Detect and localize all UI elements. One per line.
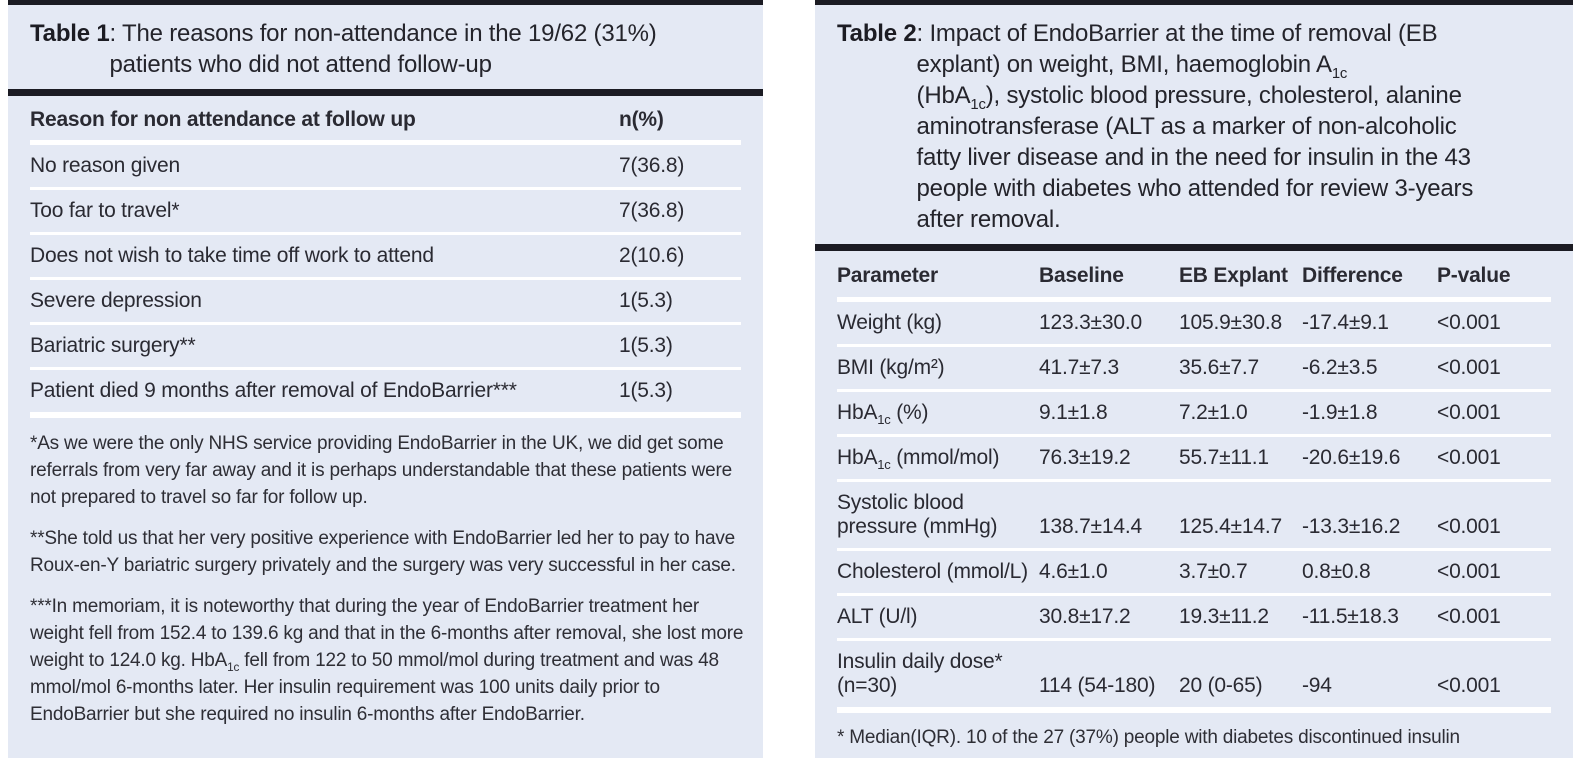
footnote-asterisk-2: **She told us that her very positive exp… (30, 528, 736, 576)
column-header-n-pct: n(%) (619, 96, 741, 145)
value-cell: 1(5.3) (619, 278, 741, 325)
footnote-asterisk-1: *As we were the only NHS service providi… (30, 433, 733, 508)
baseline-cell: 123.3±30.0 (1039, 299, 1179, 347)
table1-title: Table 1: The reasons for non-attendance … (8, 5, 763, 89)
baseline-cell: 41.7±7.3 (1039, 345, 1179, 392)
eb-explant-cell: 7.2±1.0 (1179, 390, 1302, 437)
table-header-row: Parameter Baseline EB Explant Difference… (837, 251, 1551, 302)
baseline-cell: 4.6±1.0 (1039, 549, 1179, 596)
p-value-cell: <0.001 (1437, 299, 1551, 347)
eb-explant-cell: 125.4±14.7 (1179, 480, 1302, 551)
p-value-cell: <0.001 (1437, 345, 1551, 392)
table2-caption: : Impact of EndoBarrier at the time of r… (916, 20, 1474, 233)
difference-cell: -13.3±16.2 (1302, 480, 1437, 551)
difference-cell: -11.5±18.3 (1302, 594, 1437, 641)
difference-cell: -94 (1302, 639, 1437, 713)
column-header-p-value: P-value (1437, 251, 1551, 302)
baseline-cell: 138.7±14.4 (1039, 480, 1179, 551)
table2-footnote: * Median(IQR). 10 of the 27 (37%) people… (837, 727, 1460, 748)
column-header-eb-explant: EB Explant (1179, 251, 1302, 302)
table-row: Does not wish to take time off work to a… (30, 233, 741, 280)
value-cell: 1(5.3) (619, 368, 741, 418)
table2-panel: Table 2: Impact of EndoBarrier at the ti… (815, 0, 1573, 758)
table1-wrap: Reason for non attendance at follow up n… (8, 96, 763, 418)
p-value-cell: <0.001 (1437, 594, 1551, 641)
value-cell: 7(36.8) (619, 188, 741, 235)
eb-explant-cell: 35.6±7.7 (1179, 345, 1302, 392)
value-cell: 2(10.6) (619, 233, 741, 280)
value-cell: 1(5.3) (619, 323, 741, 370)
table-row: HbA1c (%) 9.1±1.8 7.2±1.0 -1.9±1.8 <0.00… (837, 390, 1551, 437)
parameter-cell: ALT (U/l) (837, 594, 1039, 641)
reason-cell: Severe depression (30, 278, 619, 325)
column-header-baseline: Baseline (1039, 251, 1179, 302)
table-row: Severe depression 1(5.3) (30, 278, 741, 325)
difference-cell: -20.6±19.6 (1302, 435, 1437, 482)
table2-wrap: Parameter Baseline EB Explant Difference… (815, 251, 1573, 713)
table2: Parameter Baseline EB Explant Difference… (837, 251, 1551, 713)
baseline-cell: 9.1±1.8 (1039, 390, 1179, 437)
eb-explant-cell: 19.3±11.2 (1179, 594, 1302, 641)
column-header-reason: Reason for non attendance at follow up (30, 96, 619, 145)
baseline-cell: 76.3±19.2 (1039, 435, 1179, 482)
reason-cell: Too far to travel* (30, 188, 619, 235)
eb-explant-cell: 55.7±11.1 (1179, 435, 1302, 482)
table-row: Cholesterol (mmol/L) 4.6±1.0 3.7±0.7 0.8… (837, 549, 1551, 596)
table-row: Weight (kg) 123.3±30.0 105.9±30.8 -17.4±… (837, 299, 1551, 347)
value-cell: 7(36.8) (619, 142, 741, 190)
table2-label: Table 2 (837, 20, 917, 47)
column-header-parameter: Parameter (837, 251, 1039, 302)
title-rule (8, 89, 763, 96)
p-value-cell: <0.001 (1437, 639, 1551, 713)
table-row: BMI (kg/m²) 41.7±7.3 35.6±7.7 -6.2±3.5 <… (837, 345, 1551, 392)
footnote-asterisk-3: ***In memoriam, it is noteworthy that du… (30, 596, 744, 725)
difference-cell: 0.8±0.8 (1302, 549, 1437, 596)
parameter-cell: HbA1c (mmol/mol) (837, 435, 1039, 482)
eb-explant-cell: 3.7±0.7 (1179, 549, 1302, 596)
table2-title: Table 2: Impact of EndoBarrier at the ti… (815, 5, 1573, 244)
difference-cell: -1.9±1.8 (1302, 390, 1437, 437)
parameter-cell: Cholesterol (mmol/L) (837, 549, 1039, 596)
difference-cell: -17.4±9.1 (1302, 299, 1437, 347)
p-value-cell: <0.001 (1437, 480, 1551, 551)
table-row: ALT (U/l) 30.8±17.2 19.3±11.2 -11.5±18.3… (837, 594, 1551, 641)
eb-explant-cell: 20 (0-65) (1179, 639, 1302, 713)
table1-footnotes: *As we were the only NHS service providi… (8, 418, 763, 728)
title-rule (815, 244, 1573, 251)
table1: Reason for non attendance at follow up n… (30, 96, 741, 418)
parameter-cell: Insulin daily dose* (n=30) (837, 639, 1039, 713)
parameter-cell: Systolic blood pressure (mmHg) (837, 480, 1039, 551)
table-row: No reason given 7(36.8) (30, 142, 741, 190)
p-value-cell: <0.001 (1437, 549, 1551, 596)
table1-label: Table 1 (30, 20, 110, 47)
table-row: Insulin daily dose* (n=30) 114 (54-180) … (837, 639, 1551, 713)
reason-cell: Bariatric surgery** (30, 323, 619, 370)
p-value-cell: <0.001 (1437, 435, 1551, 482)
table-row: Bariatric surgery** 1(5.3) (30, 323, 741, 370)
parameter-cell: BMI (kg/m²) (837, 345, 1039, 392)
table-header-row: Reason for non attendance at follow up n… (30, 96, 741, 145)
reason-cell: No reason given (30, 142, 619, 190)
parameter-cell: HbA1c (%) (837, 390, 1039, 437)
column-header-difference: Difference (1302, 251, 1437, 302)
p-value-cell: <0.001 (1437, 390, 1551, 437)
table-row: Systolic blood pressure (mmHg) 138.7±14.… (837, 480, 1551, 551)
table-row: HbA1c (mmol/mol) 76.3±19.2 55.7±11.1 -20… (837, 435, 1551, 482)
eb-explant-cell: 105.9±30.8 (1179, 299, 1302, 347)
baseline-cell: 114 (54-180) (1039, 639, 1179, 713)
table-row: Patient died 9 months after removal of E… (30, 368, 741, 418)
table1-caption: : The reasons for non-attendance in the … (109, 20, 657, 78)
baseline-cell: 30.8±17.2 (1039, 594, 1179, 641)
reason-cell: Patient died 9 months after removal of E… (30, 368, 619, 418)
table-row: Too far to travel* 7(36.8) (30, 188, 741, 235)
parameter-cell: Weight (kg) (837, 299, 1039, 347)
difference-cell: -6.2±3.5 (1302, 345, 1437, 392)
reason-cell: Does not wish to take time off work to a… (30, 233, 619, 280)
table1-panel: Table 1: The reasons for non-attendance … (8, 0, 763, 758)
